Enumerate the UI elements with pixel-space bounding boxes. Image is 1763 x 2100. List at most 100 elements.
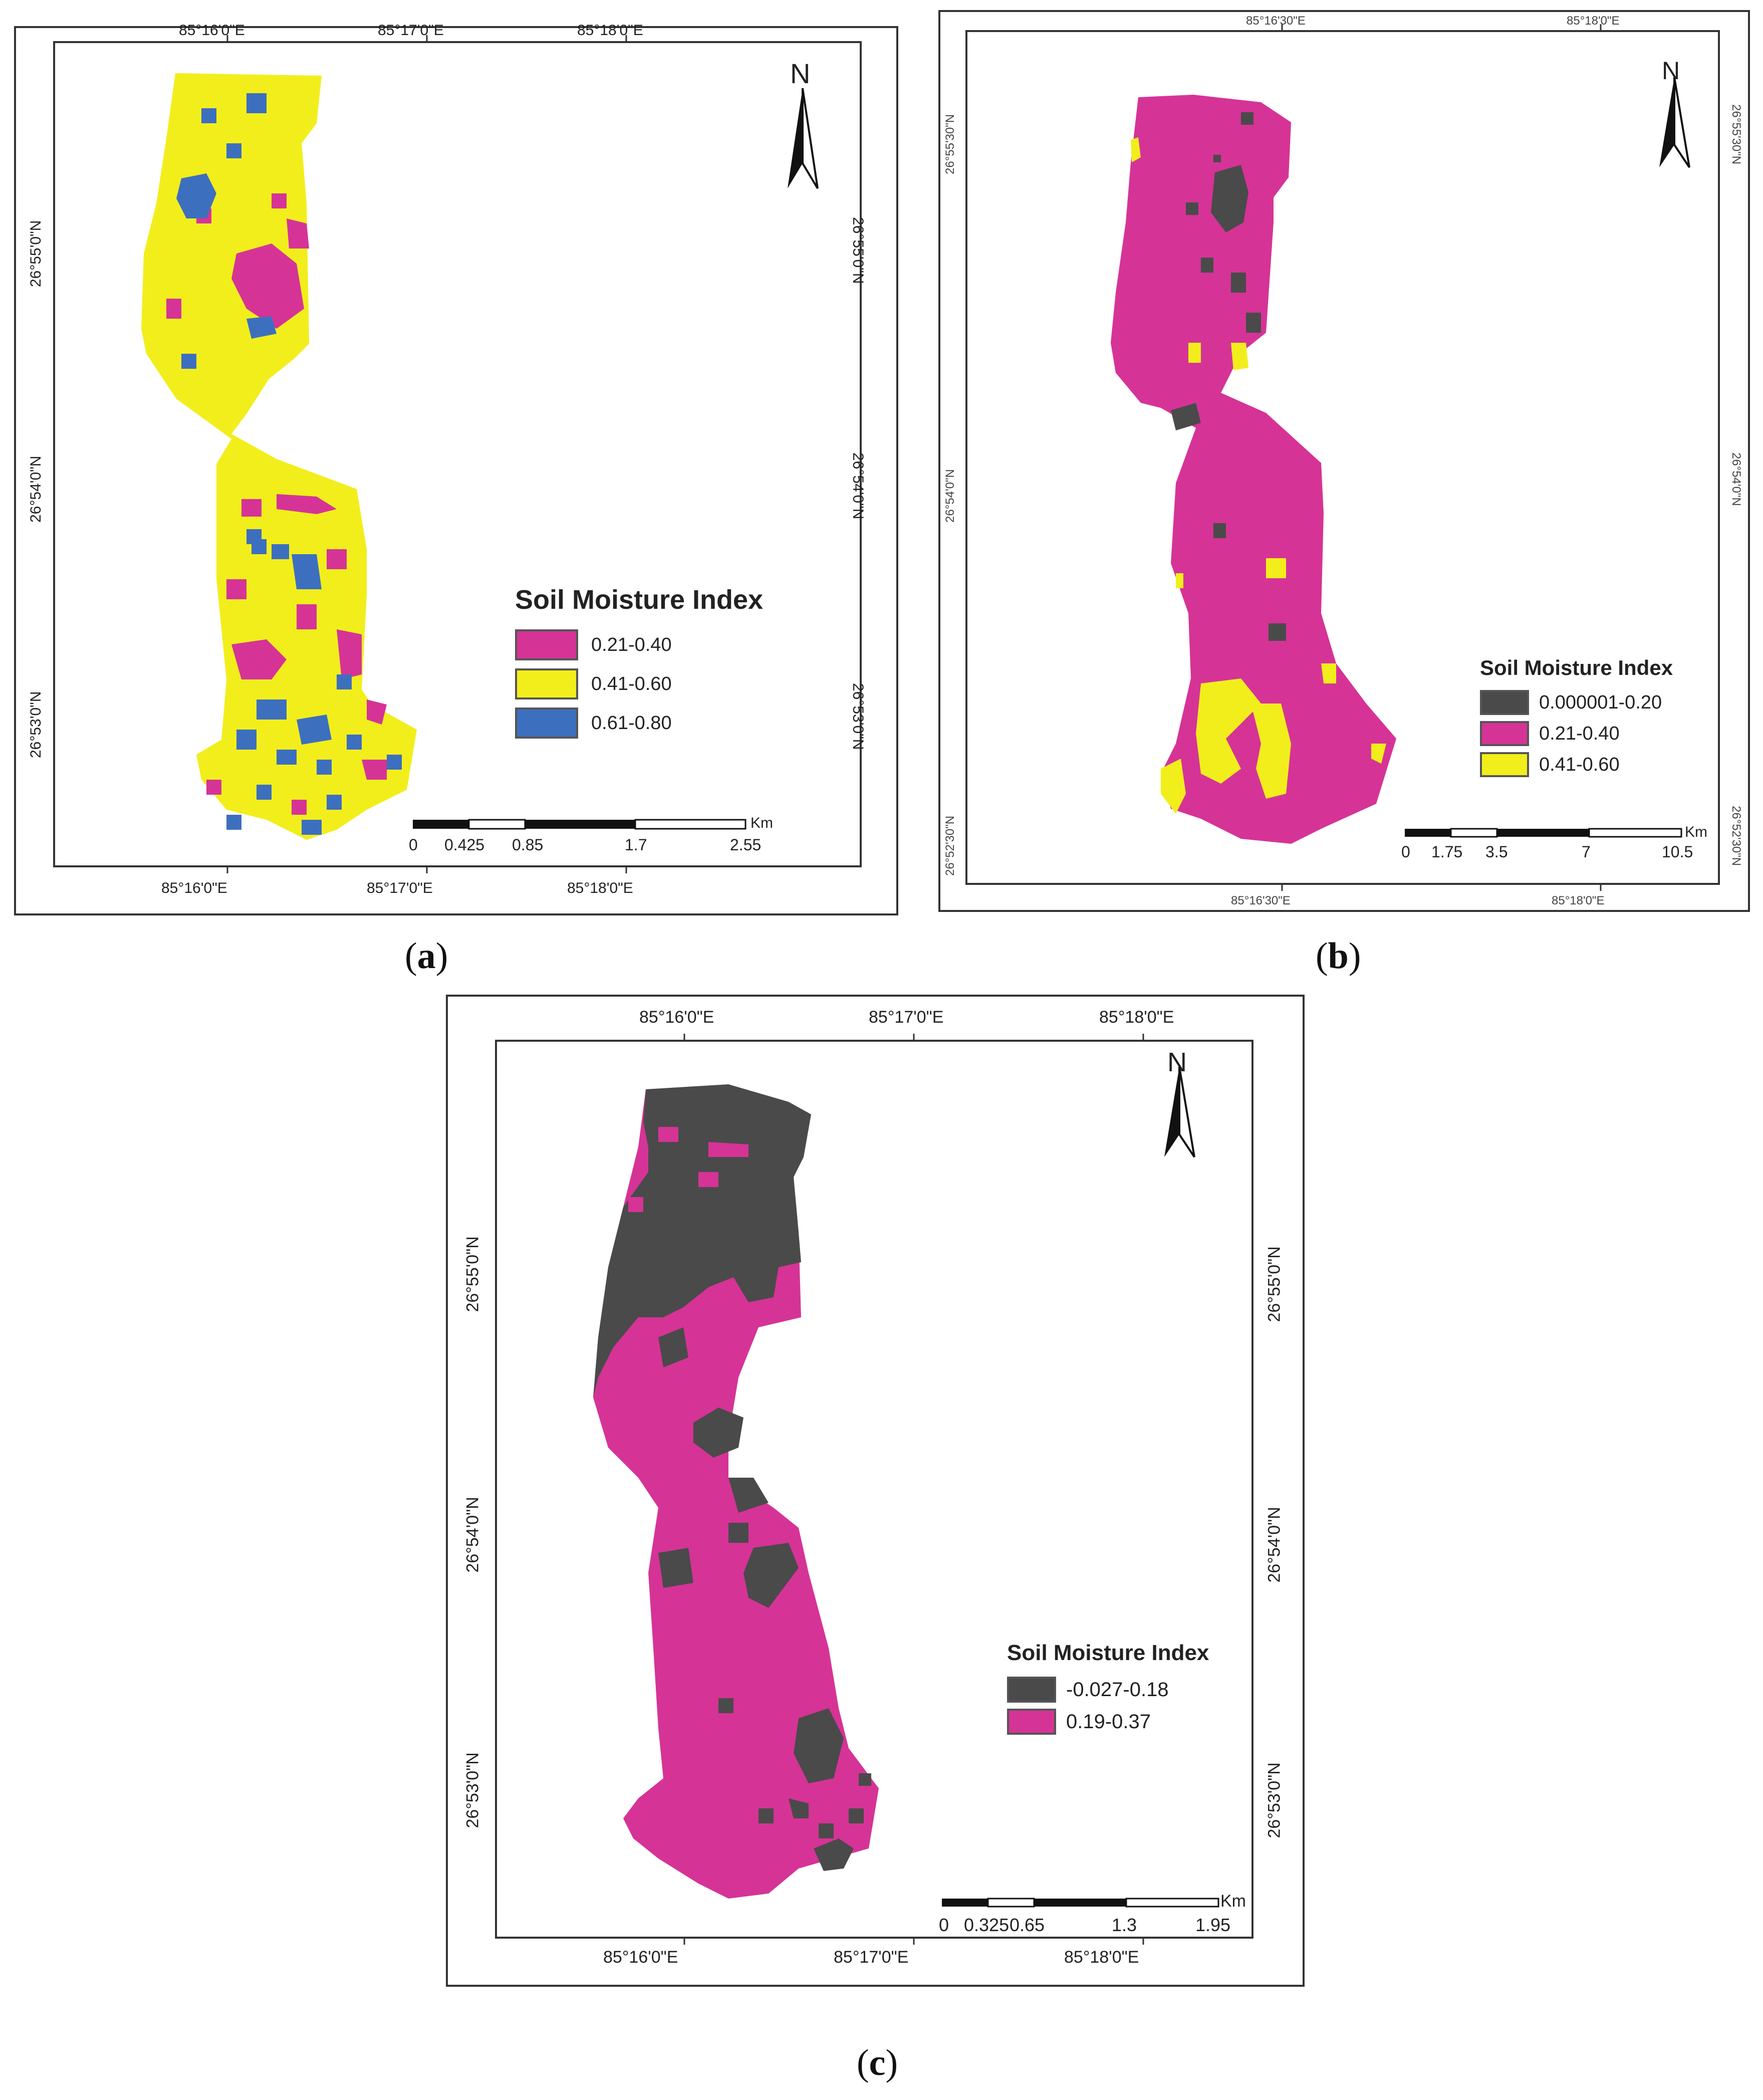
lat-left-a-3: 26°53'0"N bbox=[28, 691, 44, 758]
map-a bbox=[53, 35, 862, 873]
lat-left-b-1: 26°55'30"N bbox=[943, 114, 957, 174]
lon-top-c-3: 85°18'0"E bbox=[1099, 1008, 1174, 1027]
north-label-a: N bbox=[790, 58, 811, 89]
lat-left-b-2: 26°54'0"N bbox=[943, 469, 957, 523]
legend-swatch-b-2 bbox=[1480, 721, 1529, 746]
legend-item-a-3: 0.61-0.80 bbox=[515, 708, 763, 739]
caption-a: (a) bbox=[405, 936, 448, 977]
scale-tick-b-1: 0 bbox=[1401, 843, 1410, 861]
scale-unit-b: Km bbox=[1685, 824, 1707, 840]
lon-top-c-1: 85°16'0"E bbox=[639, 1008, 714, 1027]
lat-right-b-2: 26°54'0"N bbox=[1729, 452, 1743, 506]
patches-b-yellow bbox=[1131, 137, 1386, 814]
map-c bbox=[495, 1034, 1253, 1945]
lat-left-c-3: 26°53'0"N bbox=[463, 1752, 482, 1828]
lat-right-a-1: 26°55'0"N bbox=[850, 217, 866, 284]
scale-tick-b-5: 10.5 bbox=[1662, 843, 1693, 861]
legend-label-b-1: 0.000001-0.20 bbox=[1539, 691, 1662, 713]
lon-bottom-a-3: 85°18'0"E bbox=[567, 880, 633, 896]
legend-label-c-2: 0.19-0.37 bbox=[1066, 1710, 1151, 1733]
scale-tick-c-3: 0.65 bbox=[1010, 1915, 1045, 1935]
north-label-b: N bbox=[1662, 57, 1680, 85]
map-panel-c: 85°16'0"E 85°17'0"E 85°18'0"E 85°16'0"E … bbox=[446, 995, 1305, 1987]
legend-item-b-2: 0.21-0.40 bbox=[1480, 721, 1673, 746]
scale-bar-b bbox=[1405, 828, 1682, 838]
legend-label-b-2: 0.21-0.40 bbox=[1539, 723, 1620, 744]
region-b-shape bbox=[1111, 95, 1396, 844]
scale-tick-a-5: 2.55 bbox=[730, 836, 762, 854]
lat-left-c-1: 26°55'0"N bbox=[463, 1236, 482, 1312]
patches-b-gray bbox=[1171, 112, 1286, 641]
lon-bottom-b-2: 85°18'0"E bbox=[1552, 894, 1605, 907]
legend-swatch-c-1 bbox=[1007, 1677, 1056, 1703]
scale-bar-c bbox=[942, 1898, 1219, 1908]
lat-right-c-1: 26°55'0"N bbox=[1265, 1246, 1284, 1322]
map-panel-a: 85°16'0"E 85°17'0"E 85°18'0"E 85°16'0"E … bbox=[14, 22, 898, 915]
scale-tick-a-2: 0.425 bbox=[444, 836, 485, 854]
scale-tick-c-4: 1.3 bbox=[1112, 1915, 1137, 1935]
north-label-c: N bbox=[1167, 1047, 1187, 1077]
scale-tick-c-2: 0.325 bbox=[964, 1915, 1010, 1935]
legend-title-c: Soil Moisture Index bbox=[1007, 1641, 1209, 1665]
scale-tick-a-3: 0.85 bbox=[512, 836, 544, 854]
map-panel-b: 85°16'30"E 85°18'0"E 85°16'30"E 85°18'0"… bbox=[938, 10, 1750, 912]
lon-bottom-a-2: 85°17'0"E bbox=[367, 880, 433, 896]
legend-label-c-1: -0.027-0.18 bbox=[1066, 1678, 1169, 1701]
patches-a-blue bbox=[176, 93, 402, 835]
legend-label-b-3: 0.41-0.60 bbox=[1539, 754, 1620, 775]
lon-bottom-c-3: 85°18'0"E bbox=[1064, 1948, 1139, 1967]
north-arrow-icon-b bbox=[1659, 77, 1690, 168]
scale-tick-a-4: 1.7 bbox=[625, 836, 647, 854]
lon-top-a-1: 85°16'0"E bbox=[179, 22, 245, 39]
caption-c: (c) bbox=[857, 2042, 898, 2083]
legend-title-b: Soil Moisture Index bbox=[1480, 656, 1673, 679]
legend-label-a-1: 0.21-0.40 bbox=[591, 634, 672, 655]
lat-right-a-2: 26°54'0"N bbox=[850, 452, 866, 520]
legend-a: Soil Moisture Index 0.21-0.40 0.41-0.60 … bbox=[515, 584, 763, 739]
legend-swatch-b-1 bbox=[1480, 690, 1529, 715]
patches-a-magenta bbox=[166, 193, 387, 815]
legend-swatch-b-3 bbox=[1480, 752, 1529, 777]
neatline-c bbox=[495, 1040, 1253, 1939]
scale-tick-c-1: 0 bbox=[939, 1915, 949, 1935]
scale-tick-a-1: 0 bbox=[409, 836, 418, 854]
lat-left-a-2: 26°54'0"N bbox=[28, 455, 44, 523]
patches-c-gray bbox=[593, 1084, 871, 1871]
legend-item-c-1: -0.027-0.18 bbox=[1007, 1677, 1209, 1703]
legend-item-b-1: 0.000001-0.20 bbox=[1480, 690, 1673, 715]
scale-tick-c-5: 1.95 bbox=[1195, 1915, 1231, 1935]
lon-bottom-c-2: 85°17'0"E bbox=[834, 1948, 909, 1967]
lat-right-c-3: 26°53'0"N bbox=[1265, 1762, 1284, 1838]
neatline-b bbox=[965, 30, 1720, 885]
caption-b: (b) bbox=[1316, 936, 1361, 977]
legend-item-a-2: 0.41-0.60 bbox=[515, 668, 763, 699]
lat-left-c-2: 26°54'0"N bbox=[463, 1497, 482, 1573]
lat-right-a-3: 26°53'0"N bbox=[850, 683, 866, 750]
legend-c: Soil Moisture Index -0.027-0.18 0.19-0.3… bbox=[1007, 1641, 1209, 1735]
legend-swatch-a-3 bbox=[515, 708, 578, 739]
legend-swatch-a-2 bbox=[515, 668, 578, 699]
legend-item-b-3: 0.41-0.60 bbox=[1480, 752, 1673, 777]
scale-unit-c: Km bbox=[1220, 1892, 1246, 1911]
lat-right-b-1: 26°55'30"N bbox=[1729, 104, 1743, 165]
lat-left-b-3: 26°52'30"N bbox=[943, 815, 957, 876]
map-b bbox=[965, 24, 1720, 891]
lon-bottom-c-1: 85°16'0"E bbox=[603, 1948, 678, 1967]
lon-top-a-2: 85°17'0"E bbox=[378, 22, 444, 39]
legend-item-c-2: 0.19-0.37 bbox=[1007, 1709, 1209, 1735]
neatline-a bbox=[53, 41, 862, 867]
scale-tick-b-2: 1.75 bbox=[1431, 843, 1463, 861]
lon-bottom-b-1: 85°16'30"E bbox=[1231, 894, 1291, 907]
scale-tick-b-4: 7 bbox=[1582, 843, 1591, 861]
lon-top-b-2: 85°18'0"E bbox=[1567, 14, 1620, 28]
lon-top-a-3: 85°18'0"E bbox=[577, 22, 643, 39]
legend-b: Soil Moisture Index 0.000001-0.20 0.21-0… bbox=[1480, 656, 1673, 777]
scale-tick-b-3: 3.5 bbox=[1485, 843, 1508, 861]
scale-unit-a: Km bbox=[750, 815, 773, 831]
north-arrow-icon-a bbox=[788, 88, 819, 189]
lat-right-b-3: 26°52'30"N bbox=[1729, 806, 1743, 866]
legend-swatch-c-2 bbox=[1007, 1709, 1056, 1735]
legend-swatch-a-1 bbox=[515, 629, 578, 660]
lon-top-b-1: 85°16'30"E bbox=[1246, 14, 1306, 28]
lat-right-c-2: 26°54'0"N bbox=[1265, 1507, 1284, 1583]
